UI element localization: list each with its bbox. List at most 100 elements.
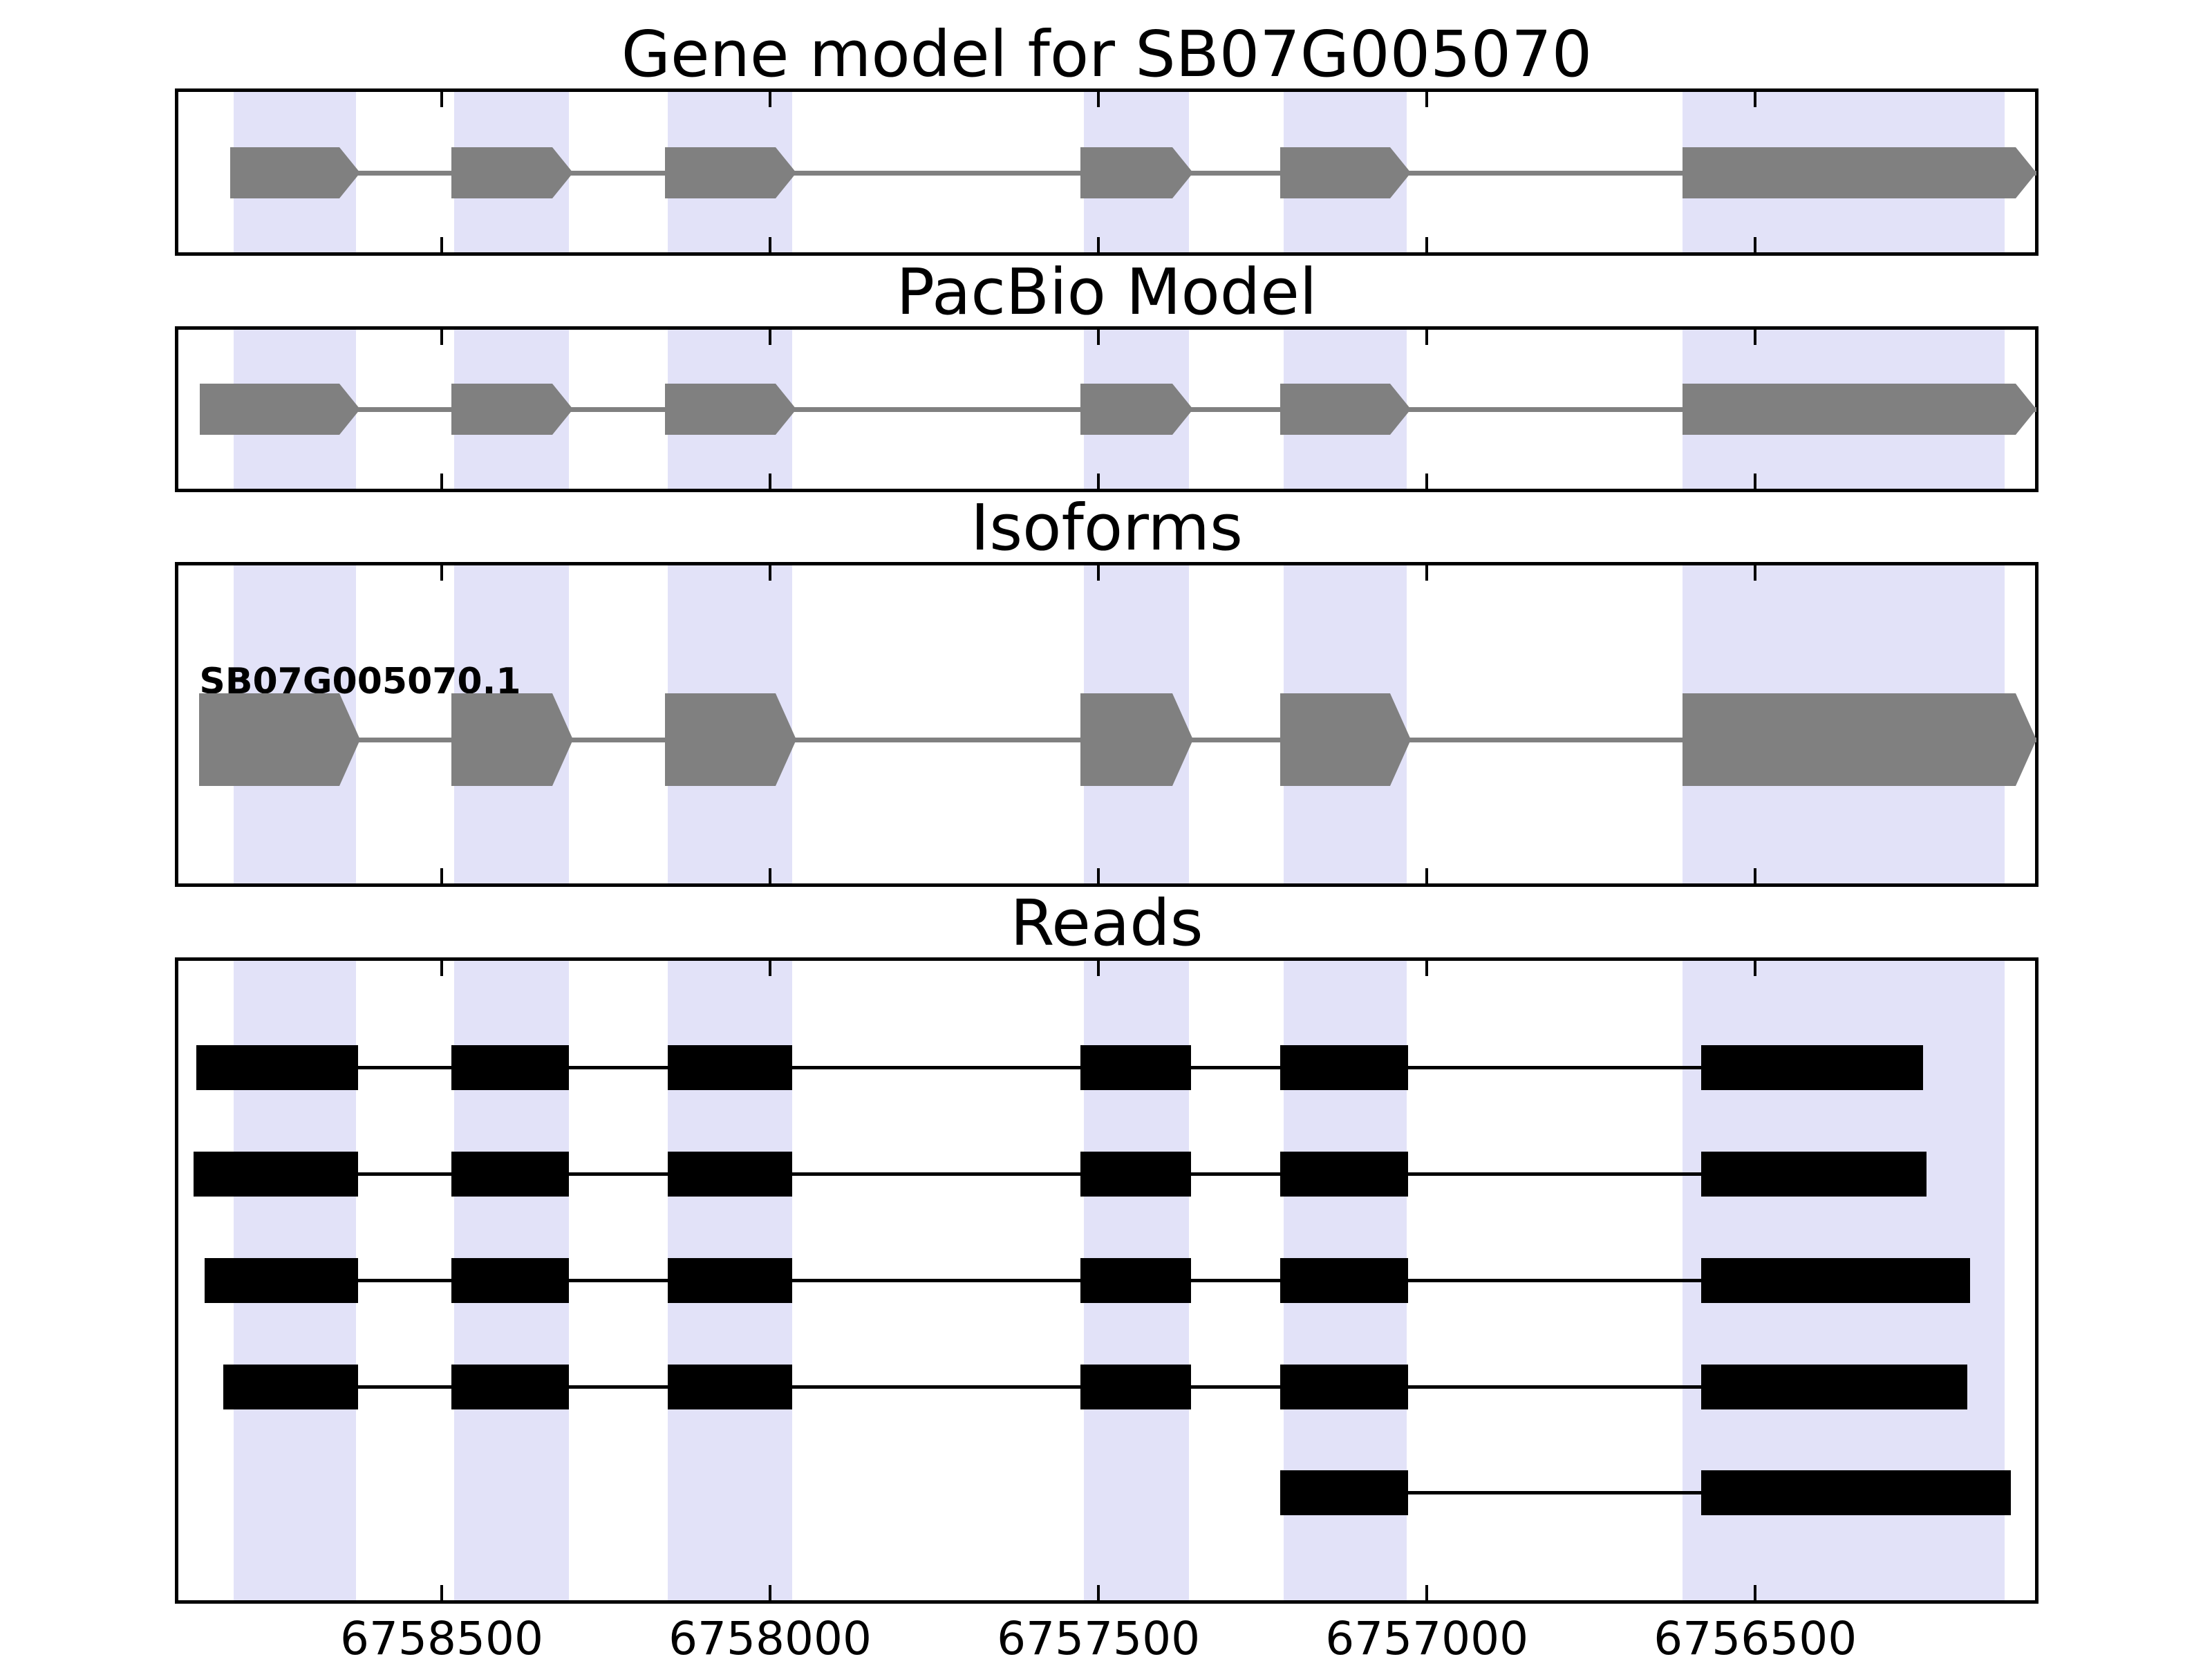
axis-tick-mark bbox=[1754, 565, 1757, 581]
axis-tick-mark bbox=[769, 330, 772, 345]
axis-tick-mark bbox=[1425, 92, 1429, 107]
axis-tick-mark bbox=[769, 565, 772, 581]
axis-tick-label: 6758000 bbox=[668, 1612, 872, 1659]
axis-tick-mark bbox=[440, 474, 443, 489]
exon-block bbox=[451, 693, 553, 786]
exon-block bbox=[1280, 384, 1390, 435]
read-block bbox=[667, 1257, 793, 1303]
axis-tick-mark bbox=[440, 237, 443, 252]
axis-tick-mark bbox=[440, 868, 443, 883]
panel-isoforms: SB07G005070.1 bbox=[175, 562, 2038, 887]
exon-arrow-tip bbox=[1389, 147, 1411, 198]
exon-block bbox=[199, 693, 339, 786]
exon-arrow-tip bbox=[339, 384, 360, 435]
axis-tick-mark bbox=[1425, 1585, 1429, 1600]
exon-block bbox=[665, 384, 776, 435]
exon-arrow-tip bbox=[776, 147, 797, 198]
axis-tick-mark bbox=[1754, 1585, 1757, 1600]
panel-title-isoforms: Isoforms bbox=[971, 491, 1243, 565]
read-block bbox=[1701, 1151, 1927, 1197]
axis-tick-mark bbox=[1425, 237, 1429, 252]
exon-arrow-tip bbox=[1172, 693, 1194, 786]
exon-arrow-tip bbox=[1172, 384, 1194, 435]
exon-block bbox=[230, 147, 339, 198]
panel-reads bbox=[175, 957, 2038, 1604]
panel-title-reads: Reads bbox=[1010, 886, 1203, 960]
axis-tick-mark bbox=[440, 1585, 443, 1600]
panel-title-gene-model: Gene model for SB07G005070 bbox=[621, 17, 1593, 91]
axis-tick-mark bbox=[1754, 474, 1757, 489]
read-block bbox=[1280, 1151, 1408, 1197]
read-block bbox=[1080, 1044, 1192, 1090]
exon-block bbox=[200, 384, 339, 435]
exon-block bbox=[1280, 693, 1390, 786]
axis-tick-mark bbox=[440, 92, 443, 107]
axis-tick-mark bbox=[1097, 474, 1100, 489]
read-block bbox=[451, 1044, 570, 1090]
exon-arrow-tip bbox=[339, 147, 360, 198]
axis-tick-mark bbox=[1754, 961, 1757, 976]
read-connector-line bbox=[196, 1066, 1924, 1069]
exon-block bbox=[1080, 693, 1173, 786]
read-block bbox=[205, 1257, 359, 1303]
read-block bbox=[1280, 1257, 1408, 1303]
axis-tick-mark bbox=[1097, 92, 1100, 107]
axis-tick-mark bbox=[1097, 1585, 1100, 1600]
exon-block bbox=[1682, 384, 2016, 435]
read-block bbox=[1701, 1044, 1924, 1090]
exon-arrow-tip bbox=[776, 384, 797, 435]
read-block bbox=[1080, 1364, 1192, 1409]
axis-tick-mark bbox=[1754, 92, 1757, 107]
exon-arrow-tip bbox=[2016, 693, 2037, 786]
read-block bbox=[1280, 1044, 1408, 1090]
axis-tick-mark bbox=[1425, 474, 1429, 489]
axis-tick-label: 6757000 bbox=[1325, 1612, 1529, 1659]
axis-tick-mark bbox=[1097, 565, 1100, 581]
exon-arrow-tip bbox=[1389, 384, 1411, 435]
read-block bbox=[667, 1044, 793, 1090]
axis-tick-mark bbox=[769, 92, 772, 107]
read-block bbox=[1701, 1257, 1970, 1303]
read-block bbox=[193, 1151, 359, 1197]
exon-block bbox=[1080, 147, 1173, 198]
read-block bbox=[451, 1364, 570, 1409]
exon-block bbox=[1682, 147, 2016, 198]
axis-tick-mark bbox=[440, 565, 443, 581]
read-block bbox=[667, 1151, 793, 1197]
axis-tick-label: 6757500 bbox=[997, 1612, 1201, 1659]
read-block bbox=[223, 1364, 359, 1409]
exon-block bbox=[1280, 147, 1390, 198]
axis-tick-mark bbox=[440, 961, 443, 976]
exon-arrow-tip bbox=[1389, 693, 1411, 786]
exon-block bbox=[451, 384, 553, 435]
axis-tick-label: 6756500 bbox=[1653, 1612, 1857, 1659]
axis-tick-mark bbox=[1097, 868, 1100, 883]
exon-arrow-tip bbox=[1172, 147, 1194, 198]
read-connector-line bbox=[193, 1172, 1927, 1176]
read-block bbox=[1701, 1470, 2011, 1515]
exon-arrow-tip bbox=[552, 384, 574, 435]
exon-block bbox=[1080, 384, 1173, 435]
axis-tick-label: 6758500 bbox=[340, 1612, 543, 1659]
exon-arrow-tip bbox=[339, 693, 360, 786]
read-connector-line bbox=[1280, 1491, 2011, 1494]
read-block bbox=[1280, 1470, 1408, 1515]
exon-block bbox=[1682, 693, 2016, 786]
exon-block bbox=[665, 693, 776, 786]
axis-tick-mark bbox=[440, 330, 443, 345]
axis-tick-mark bbox=[1425, 330, 1429, 345]
panel-pacbio-model bbox=[175, 326, 2038, 492]
read-block bbox=[196, 1044, 359, 1090]
exon-arrow-tip bbox=[552, 693, 574, 786]
axis-tick-mark bbox=[769, 1585, 772, 1600]
read-block bbox=[1080, 1151, 1192, 1197]
axis-tick-mark bbox=[1754, 868, 1757, 883]
exon-arrow-tip bbox=[776, 693, 797, 786]
read-block bbox=[1080, 1257, 1192, 1303]
axis-tick-mark bbox=[1097, 961, 1100, 976]
exon-block bbox=[665, 147, 776, 198]
read-block bbox=[451, 1257, 570, 1303]
panel-title-pacbio: PacBio Model bbox=[896, 255, 1318, 329]
panel-gene-model bbox=[175, 88, 2038, 256]
